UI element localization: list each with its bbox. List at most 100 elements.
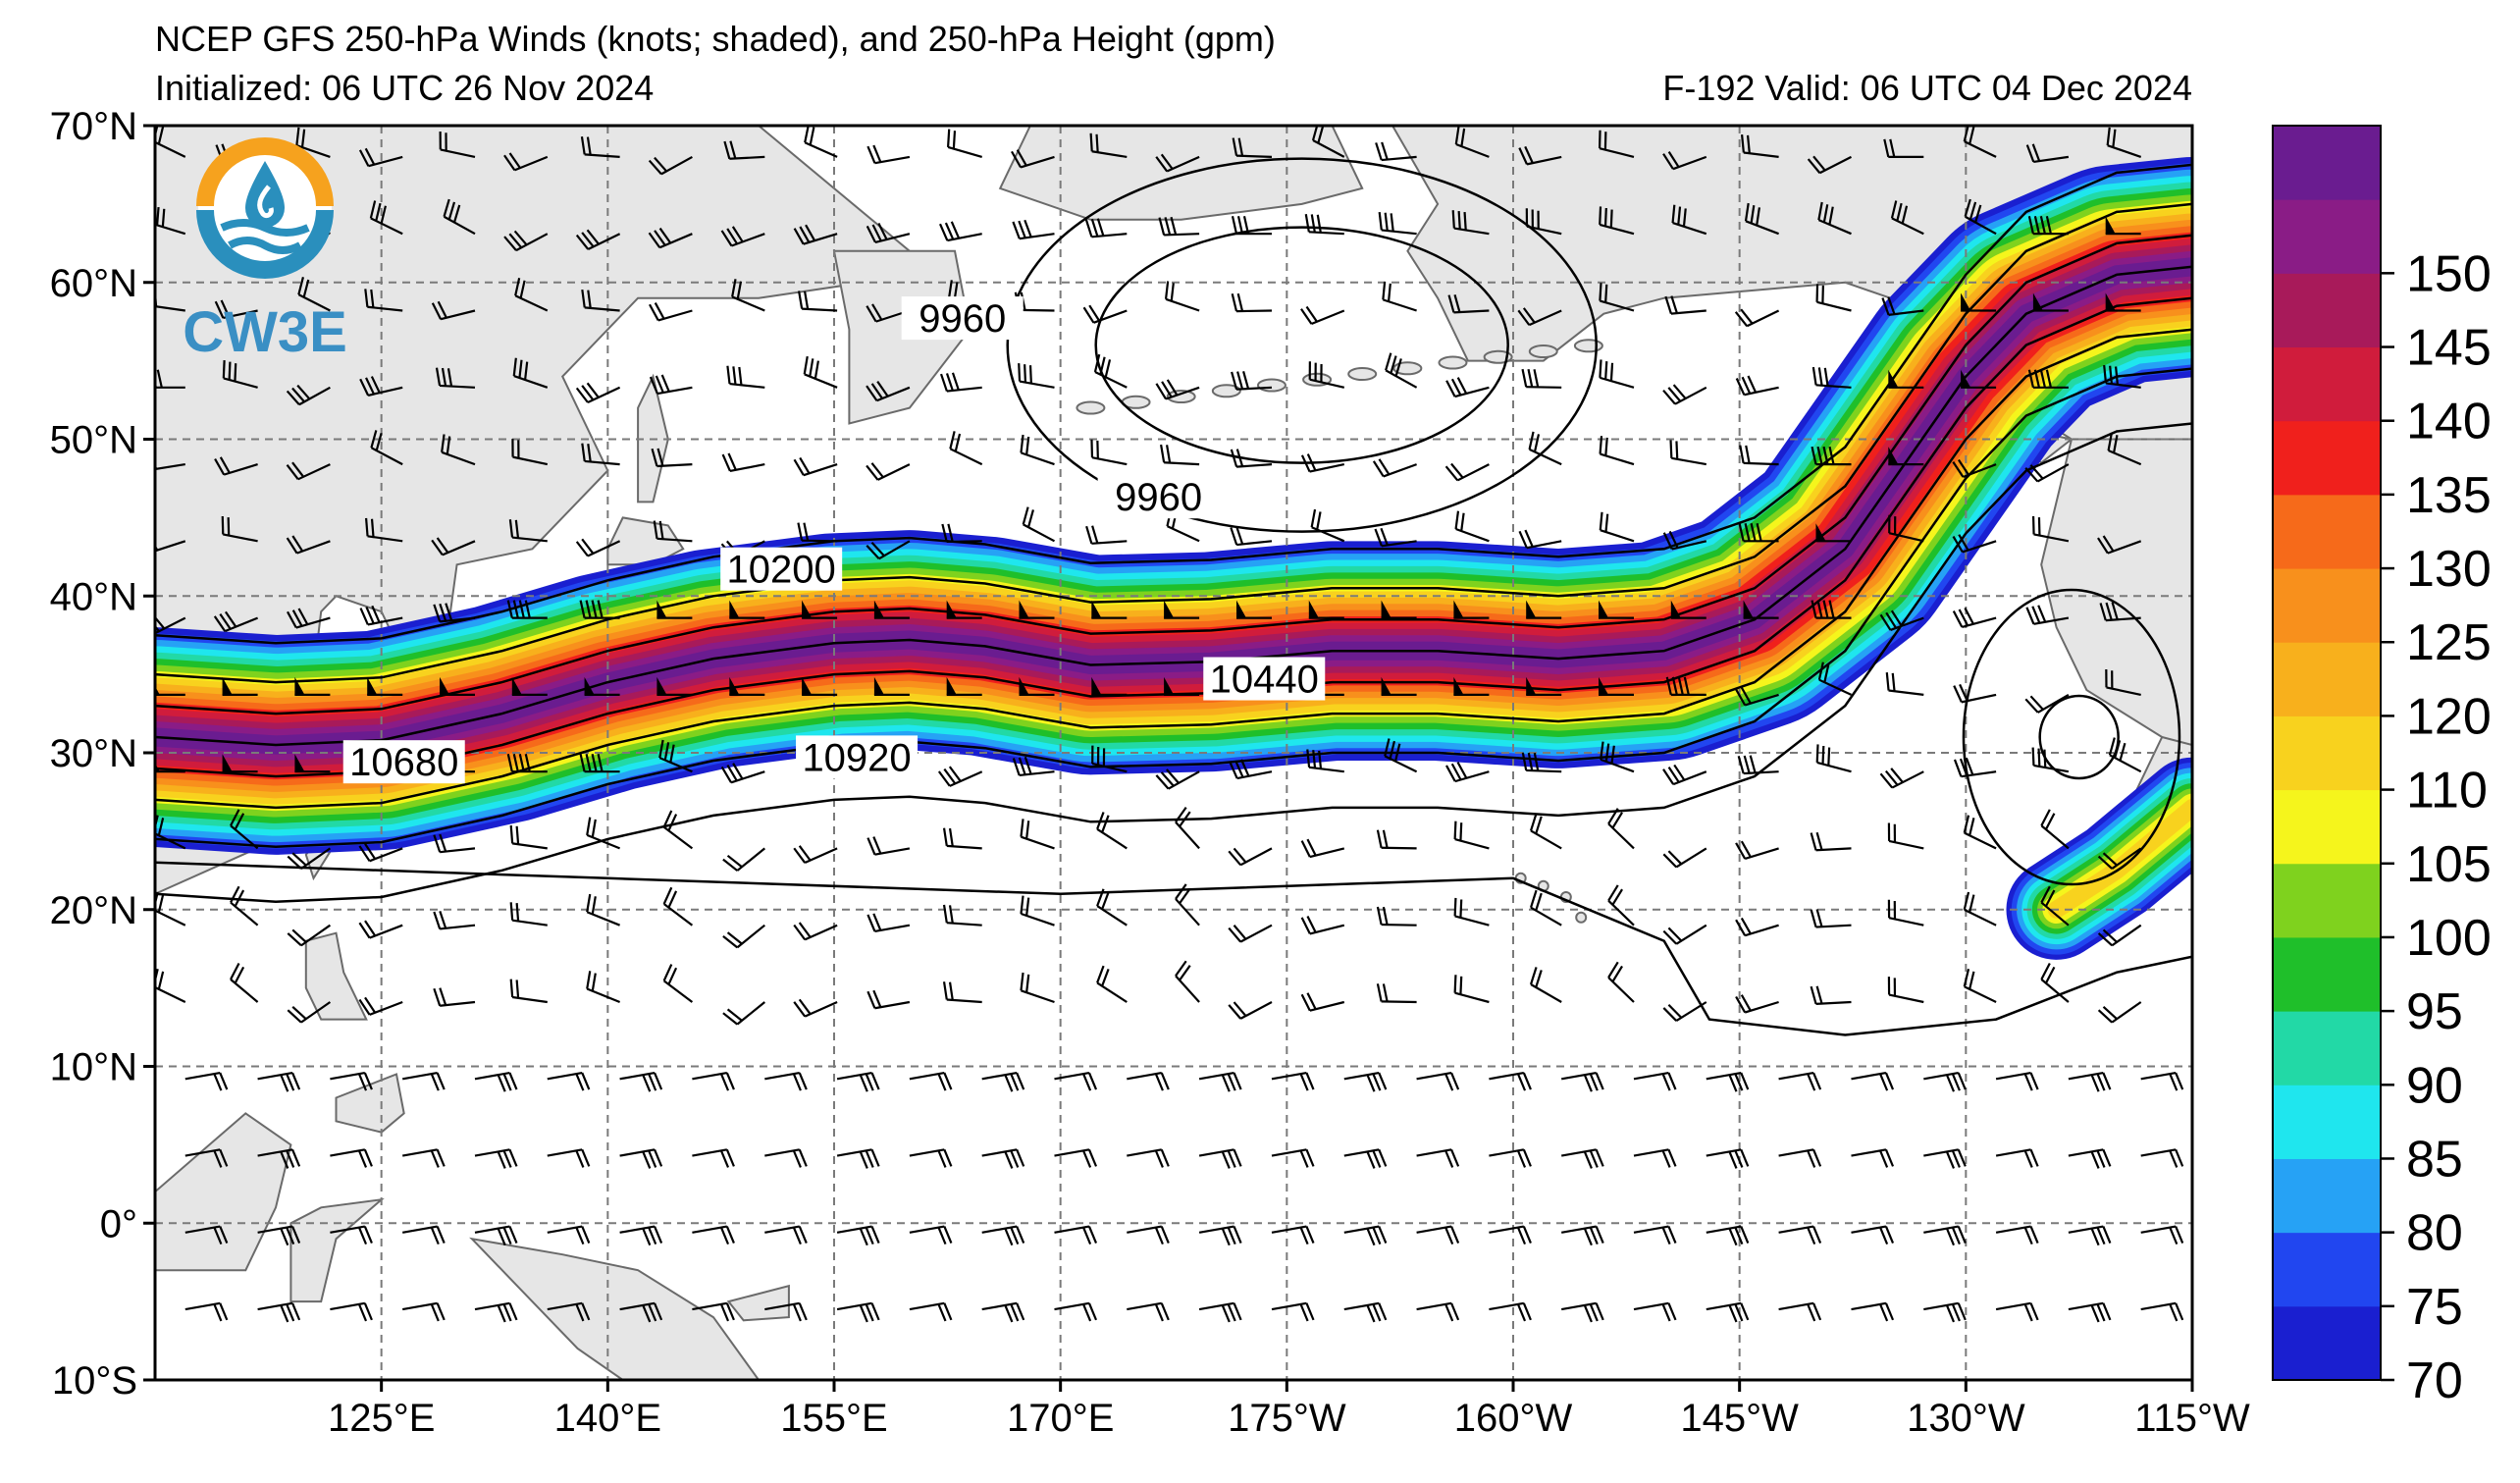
- wind-barb: [547, 1225, 591, 1245]
- wind-barb: [1995, 1148, 2039, 1168]
- wind-barb: [981, 1225, 1025, 1246]
- wind-barb: [1085, 525, 1128, 545]
- lon-tick-label: 145°W: [1680, 1397, 1799, 1440]
- aleutian-island: [1438, 355, 1468, 370]
- lon-tick-label: 130°W: [1907, 1397, 2025, 1440]
- wind-barb: [1343, 1301, 1388, 1323]
- aleutian-island: [1483, 349, 1513, 364]
- lat-tick-label: 0°: [100, 1202, 137, 1245]
- wind-barb: [1228, 1001, 1273, 1020]
- wind-barb: [509, 979, 548, 1004]
- wind-barb: [1343, 1071, 1388, 1092]
- wind-barb: [1385, 352, 1418, 389]
- height-contour-cutoff-low: [2038, 694, 2120, 780]
- aleutian-island: [1392, 361, 1423, 376]
- wind-barb: [364, 517, 403, 543]
- wind-barb: [1019, 676, 1055, 697]
- wind-barb: [1447, 294, 1490, 314]
- contour-label-text: 10440: [1210, 659, 1319, 702]
- wind-barb: [1236, 600, 1272, 619]
- wind-barb: [1127, 1301, 1170, 1322]
- wind-barb: [1851, 1148, 1895, 1168]
- colorbar-tick-label: 85: [2406, 1131, 2463, 1188]
- wind-barb: [802, 600, 838, 619]
- colorbar: 70 75 80 85 90 95 100 105 110 120 125 130 135 140 145 1…: [2272, 125, 2492, 1409]
- wind-barb: [1607, 808, 1635, 850]
- wind-barb: [1271, 1071, 1315, 1091]
- wind-barb: [1020, 895, 1055, 927]
- wind-barb: [726, 365, 765, 389]
- wind-barb: [729, 600, 765, 619]
- wind-barb: [2140, 1225, 2184, 1245]
- wind-barb: [1489, 1071, 1532, 1091]
- wind-barb: [511, 676, 548, 697]
- wind-barb: [184, 1225, 229, 1245]
- wind-barb: [656, 676, 693, 697]
- wind-barb: [1175, 806, 1200, 850]
- wind-barb: [503, 230, 549, 252]
- wind-barb: [836, 1225, 880, 1246]
- wind-barb: [1529, 967, 1562, 1003]
- wind-barb: [1662, 151, 1707, 171]
- wind-barb: [222, 754, 258, 773]
- wind-barb: [1633, 1301, 1677, 1322]
- wind-barb: [1964, 198, 1997, 236]
- wind-barb: [722, 1001, 765, 1026]
- wind-barb: [581, 443, 620, 466]
- wind-barb: [1084, 218, 1128, 238]
- wind-barb: [1489, 1148, 1532, 1168]
- contour-label: 10200: [720, 547, 843, 592]
- wind-barb: [1093, 353, 1128, 389]
- wind-barb: [1453, 821, 1490, 850]
- wind-barb: [1300, 453, 1345, 473]
- wind-barb: [1923, 1148, 1967, 1169]
- wind-barb: [648, 155, 693, 176]
- wind-barb: [287, 847, 332, 870]
- wind-barb: [508, 519, 548, 543]
- wind-barb: [1518, 529, 1562, 550]
- lon-tick-label: 115°W: [2134, 1397, 2250, 1440]
- wind-barb: [433, 987, 476, 1007]
- wind-barb: [938, 221, 982, 242]
- wind-barb: [2108, 737, 2142, 773]
- wind-barb: [1887, 977, 1924, 1004]
- wind-barb: [1662, 847, 1707, 869]
- colorbar-tick-label: 140: [2406, 394, 2492, 450]
- wind-barb: [946, 129, 983, 158]
- wind-barb: [1232, 137, 1273, 158]
- wind-barb: [649, 374, 693, 396]
- aleutian-island: [1076, 400, 1106, 415]
- wind-barb: [1445, 762, 1490, 783]
- wind-barb: [1526, 676, 1562, 697]
- wind-barb: [1529, 813, 1562, 850]
- colorbar-tick-label: 90: [2406, 1057, 2463, 1114]
- wind-barb: [1633, 1225, 1677, 1245]
- wind-barb: [257, 1071, 301, 1092]
- wind-barb: [1231, 370, 1273, 391]
- wind-barb: [586, 971, 621, 1004]
- wind-barb: [509, 902, 548, 927]
- wind-barb: [722, 847, 765, 872]
- wind-barb: [1228, 847, 1273, 867]
- colorbar-tick-label: 125: [2406, 614, 2492, 671]
- wind-barb: [474, 1301, 518, 1323]
- wind-barb: [2097, 1001, 2142, 1024]
- wind-barb: [1127, 1071, 1170, 1091]
- wind-barb: [2105, 216, 2141, 236]
- wind-barb: [547, 1071, 591, 1091]
- wind-barb: [1963, 891, 1997, 927]
- wind-barb: [1961, 369, 1997, 389]
- wind-barb: [474, 1148, 518, 1169]
- wind-barb: [1671, 204, 1707, 236]
- wind-barb: [1923, 1301, 1967, 1323]
- wind-barb: [1706, 1225, 1750, 1246]
- colorbar-tick-label: 110: [2406, 763, 2488, 820]
- wind-barb: [1607, 884, 1635, 927]
- wind-barb: [1091, 600, 1128, 619]
- wind-barb: [503, 152, 549, 172]
- wind-barb: [653, 520, 693, 543]
- colorbar-segment: [2273, 1158, 2381, 1234]
- wind-barb: [2140, 1148, 2184, 1168]
- wind-barb: [804, 126, 838, 158]
